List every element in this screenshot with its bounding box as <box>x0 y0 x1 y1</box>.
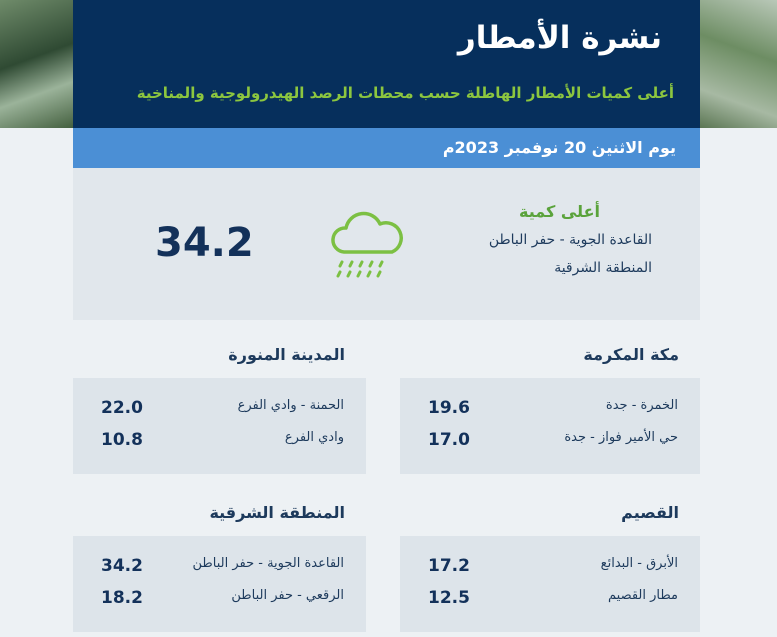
highlight-station: القاعدة الجوية - حفر الباطن <box>488 232 652 248</box>
header: نشرة الأمطار أعلى كميات الأمطار الهاطلة … <box>73 0 700 128</box>
station-row: حي الأمير فواز - جدة 17.0 <box>400 430 700 452</box>
rain-icon <box>331 211 403 278</box>
station-name: الأبرق - البدائع <box>600 556 678 571</box>
region-card: الحمنة - وادي الفرع 22.0 وادي الفرع 10.8 <box>73 378 366 474</box>
station-value: 12.5 <box>428 588 470 608</box>
station-value: 19.6 <box>428 398 470 418</box>
station-name: حي الأمير فواز - جدة <box>564 430 678 445</box>
station-row: الرقعي - حفر الباطن 18.2 <box>73 588 366 610</box>
region-heading: القصيم <box>621 503 679 522</box>
station-row: وادي الفرع 10.8 <box>73 430 366 452</box>
date-bar: يوم الاثنين 20 نوفمبر 2023م <box>73 128 700 168</box>
station-row: الخمرة - جدة 19.6 <box>400 398 700 420</box>
station-row: الحمنة - وادي الفرع 22.0 <box>73 398 366 420</box>
station-name: الخمرة - جدة <box>605 398 678 413</box>
station-row: الأبرق - البدائع 17.2 <box>400 556 700 578</box>
rain-photo <box>700 0 777 128</box>
station-value: 17.0 <box>428 430 470 450</box>
region-heading: المنطقة الشرقية <box>209 503 345 522</box>
station-value: 10.8 <box>101 430 143 450</box>
region-heading: مكة المكرمة <box>583 345 679 364</box>
date: يوم الاثنين 20 نوفمبر 2023م <box>442 138 676 157</box>
station-name: القاعدة الجوية - حفر الباطن <box>192 556 344 571</box>
station-value: 18.2 <box>101 588 143 608</box>
station-value: 34.2 <box>101 556 143 576</box>
station-value: 17.2 <box>428 556 470 576</box>
station-name: مطار القصيم <box>608 588 678 603</box>
rain-photo <box>0 0 73 128</box>
region-heading: المدينة المنورة <box>228 345 345 364</box>
title: نشرة الأمطار <box>457 20 662 56</box>
station-name: الحمنة - وادي الفرع <box>237 398 344 413</box>
station-name: وادي الفرع <box>284 430 344 445</box>
highlight-card: أعلى كمية القاعدة الجوية - حفر الباطن ال… <box>73 168 700 320</box>
highlight-label: أعلى كمية <box>519 202 600 221</box>
region-card: الأبرق - البدائع 17.2 مطار القصيم 12.5 <box>400 536 700 632</box>
highlight-value: 34.2 <box>155 220 254 266</box>
subtitle: أعلى كميات الأمطار الهاطلة حسب محطات الر… <box>136 84 674 102</box>
region-card: الخمرة - جدة 19.6 حي الأمير فواز - جدة 17.0 <box>400 378 700 474</box>
station-value: 22.0 <box>101 398 143 418</box>
region-card: القاعدة الجوية - حفر الباطن 34.2 الرقعي - … <box>73 536 366 632</box>
station-row: مطار القصيم 12.5 <box>400 588 700 610</box>
station-name: الرقعي - حفر الباطن <box>231 588 344 603</box>
highlight-region: المنطقة الشرقية <box>554 260 652 276</box>
station-row: القاعدة الجوية - حفر الباطن 34.2 <box>73 556 366 578</box>
